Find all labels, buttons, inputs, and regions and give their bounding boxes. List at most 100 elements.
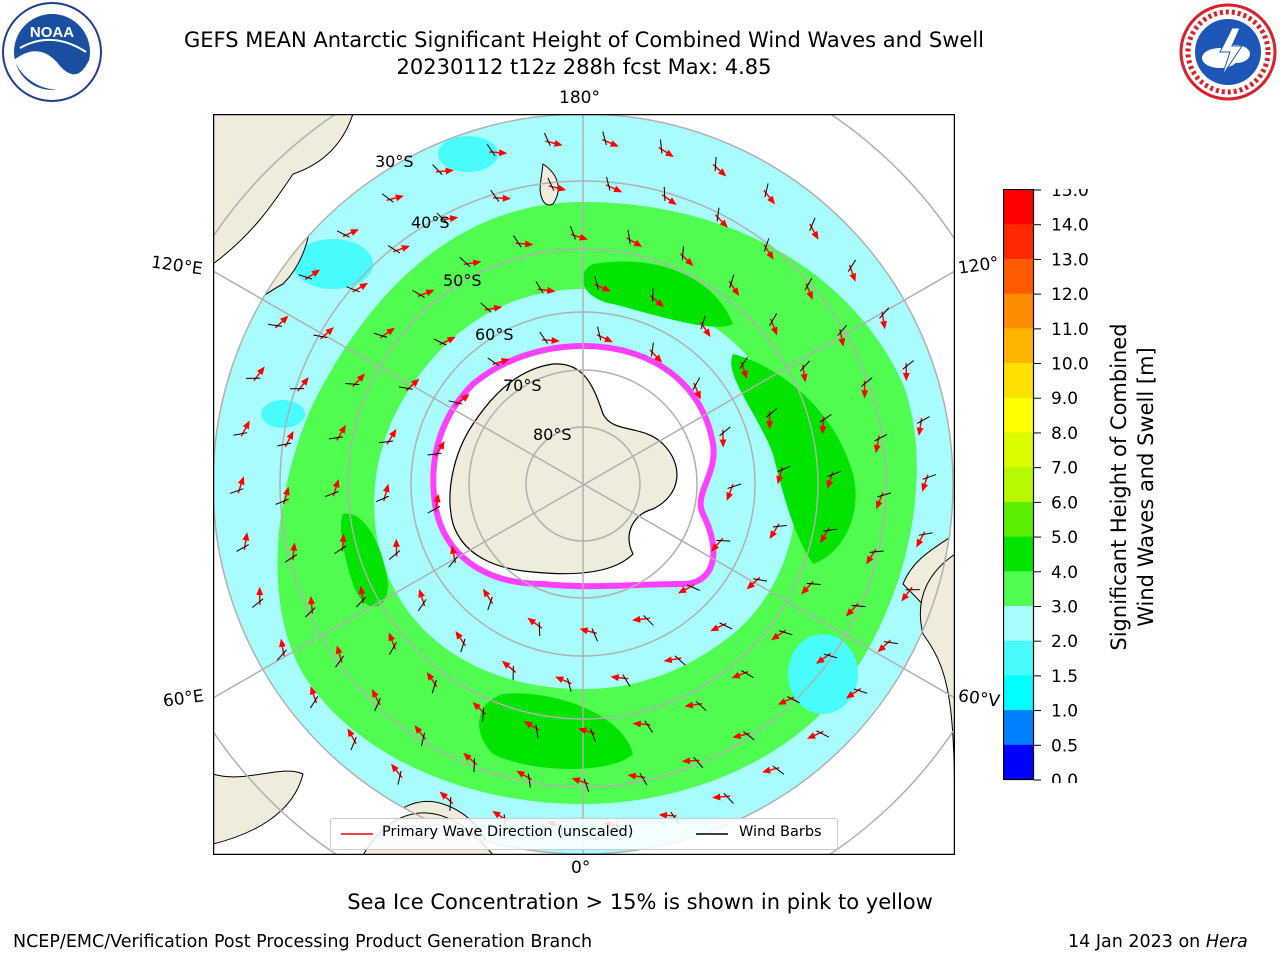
colorbar-swatch [1004,189,1034,225]
wind-barb [374,697,381,712]
wave-arrow-head [731,671,741,679]
wave-arrow-head [845,691,855,699]
wave-arrow-head [838,338,846,347]
colorbar-tick-label: 4.0 [1051,563,1078,583]
wave-arrow-head [482,588,491,598]
wave-arrow-head [242,420,250,430]
wave-arrow-head [439,791,449,800]
wind-barb [739,356,749,369]
wind-barb [459,256,471,268]
wave-arrow-head [347,728,355,738]
wind-barb [473,758,475,773]
wave-arrow-head [555,676,565,684]
wave-arrow-head [371,689,379,698]
wind-barb [772,524,787,528]
wave-arrow-head [719,439,727,448]
wave-arrow-head [493,304,503,312]
colorbar-swatch [1004,674,1034,711]
wind-barb [346,286,360,293]
wind-barb [449,796,452,811]
wave-arrow-head [335,645,343,655]
wind-barb [544,132,551,147]
chart-title: GEFS MEAN Antarctic Significant Height o… [183,28,985,52]
wave-arrow-head [726,491,733,501]
lat-label-40s: 40°S [411,213,450,232]
colorbar-tick-label: 2.0 [1051,632,1078,652]
colorbar-tick-label: 9.0 [1051,389,1078,409]
wave-arrow-head [311,269,321,277]
wave-arrow-head [609,140,619,147]
wave-arrow-head [806,291,813,300]
wave-arrow-head [395,194,404,202]
colorbar-swatch [1004,570,1034,606]
wind-barb [433,338,447,346]
wave-arrow-head [654,354,663,363]
wind-barb [874,434,888,442]
wave-arrow-head [546,286,556,294]
colorbar-tick-label: 6.0 [1051,493,1078,513]
wind-barb [325,491,339,498]
wind-barbs-legend-line [696,833,728,835]
wind-barb [233,432,248,436]
wave-arrow-head [310,686,317,696]
antarctica-land [449,363,678,575]
wind-barb [335,655,344,668]
wind-barb [480,302,492,313]
colorbar-tick-label: 14.0 [1051,216,1089,236]
map-legend: Primary Wave Direction (unscaled) Wind B… [330,818,838,850]
wave-arrow-head [902,372,910,382]
wave-arrow-head [463,752,472,761]
wind-barb [847,259,857,272]
colorbar-tick-label: 3.0 [1051,597,1078,617]
wind-barb [379,440,394,444]
wave-arrow-head [500,358,510,365]
wind-barb [487,357,500,367]
wind-barb [879,307,890,319]
wind-barb [328,436,343,440]
wave-arrow-head [256,366,265,376]
wave-arrow-head [300,377,309,386]
wind-barb [387,245,401,254]
wind-barb [823,653,838,659]
wind-barb [487,596,493,611]
wind-barb [692,377,701,391]
colorbar-swatch [1004,327,1034,364]
wind-barb [851,604,866,608]
colorbar-tick-label: 1.5 [1051,667,1078,687]
wave-arrow-head [283,486,290,496]
wave-arrow-head [632,720,642,728]
wind-barb [448,556,459,568]
wind-barb [777,465,791,473]
wind-barb [869,550,884,553]
wave-arrow-head [388,632,396,642]
wind-barb [681,246,684,261]
wave-arrow-head [876,500,883,510]
wind-barb [804,277,813,291]
wind-barb [427,452,442,456]
wave-arrow-head [256,586,264,596]
wave-arrow-head [389,428,397,438]
wave-arrow-head [663,656,673,664]
colorbar-tick-label: 12.0 [1051,285,1089,305]
wave-arrow-head [901,592,910,602]
wind-barb [809,217,816,232]
wind-barb [860,377,873,387]
wind-barb [644,720,654,733]
wave-arrow-head [350,229,359,236]
wave-arrow-head [684,701,694,709]
wave-arrow-head [356,373,365,382]
wind-barb [535,281,544,294]
wave-arrow-head [411,378,420,387]
wave-arrow-head [719,219,728,228]
wind-barb [420,732,426,747]
wave-arrow-head [527,617,537,626]
wave-arrow-head [633,239,643,247]
wave-arrow-head [390,763,399,773]
wind-barb [431,679,437,694]
colorbar-tick-label: 0.5 [1051,736,1078,756]
wave-arrow-head [811,230,819,240]
wave-arrow-head [816,656,825,664]
wave-arrow-head [502,194,511,202]
wind-barb [742,730,755,741]
wind-barb [643,615,654,626]
